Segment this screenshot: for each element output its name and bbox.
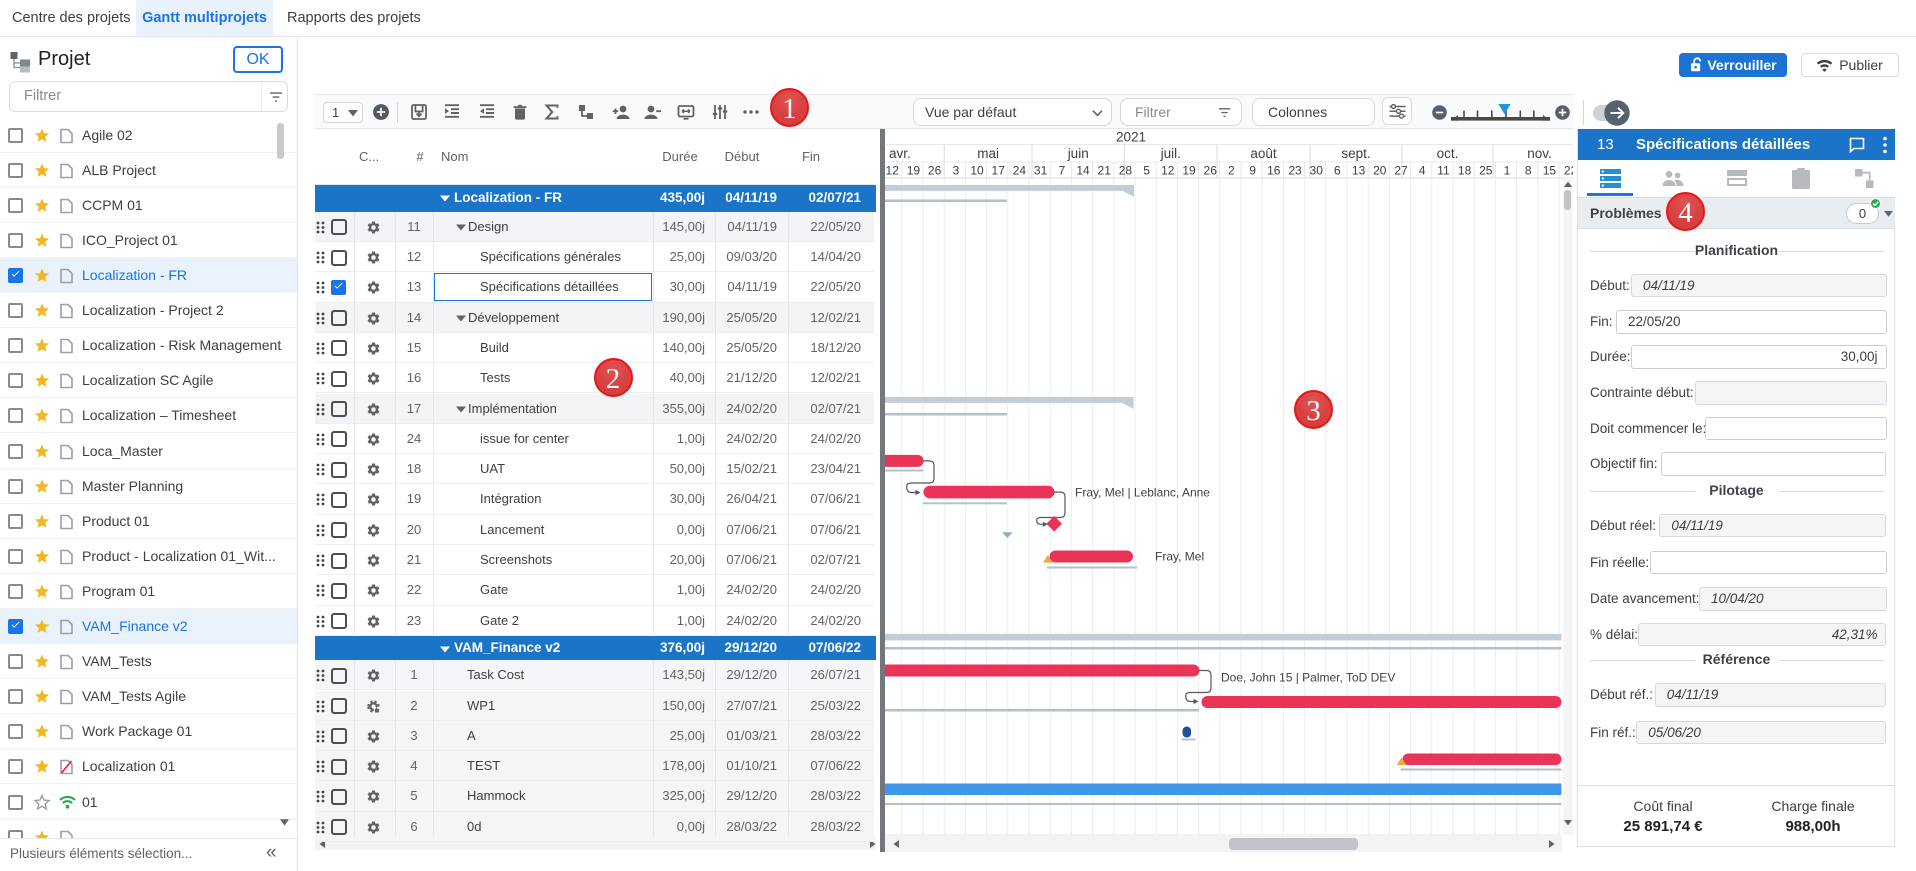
svg-text:21: 21 xyxy=(1098,164,1112,178)
svg-text:18: 18 xyxy=(1458,164,1472,178)
svg-text:oct.: oct. xyxy=(1437,146,1459,161)
svg-text:19: 19 xyxy=(907,164,921,178)
svg-text:19: 19 xyxy=(1182,164,1196,178)
svg-text:12: 12 xyxy=(886,164,900,178)
svg-text:10: 10 xyxy=(970,164,984,178)
svg-text:juin: juin xyxy=(1067,146,1089,161)
svg-text:23: 23 xyxy=(1288,164,1302,178)
svg-text:Fray, Mel | Leblanc, Anne: Fray, Mel | Leblanc, Anne xyxy=(1075,486,1210,500)
svg-text:7: 7 xyxy=(1058,164,1065,178)
svg-text:28: 28 xyxy=(1119,164,1133,178)
svg-text:nov.: nov. xyxy=(1527,146,1552,161)
svg-text:mai: mai xyxy=(977,146,999,161)
svg-text:juil.: juil. xyxy=(1160,146,1181,161)
svg-text:26: 26 xyxy=(928,164,942,178)
svg-text:5: 5 xyxy=(1143,164,1150,178)
svg-text:25: 25 xyxy=(1479,164,1493,178)
svg-text:6: 6 xyxy=(1334,164,1341,178)
svg-text:30: 30 xyxy=(1310,164,1324,178)
svg-text:15: 15 xyxy=(1543,164,1557,178)
svg-text:Fray, Mel: Fray, Mel xyxy=(1155,550,1204,564)
svg-text:2: 2 xyxy=(1228,164,1235,178)
svg-text:3: 3 xyxy=(952,164,959,178)
svg-text:26: 26 xyxy=(1204,164,1218,178)
svg-text:1: 1 xyxy=(1504,164,1511,178)
svg-text:16: 16 xyxy=(1267,164,1281,178)
svg-text:27: 27 xyxy=(1394,164,1408,178)
svg-text:22: 22 xyxy=(1564,164,1573,178)
svg-text:2021: 2021 xyxy=(1116,130,1146,145)
svg-text:24: 24 xyxy=(1013,164,1027,178)
svg-text:12: 12 xyxy=(1161,164,1175,178)
svg-text:8: 8 xyxy=(1525,164,1532,178)
svg-text:4: 4 xyxy=(1419,164,1426,178)
svg-text:sept.: sept. xyxy=(1341,146,1370,161)
svg-text:20: 20 xyxy=(1373,164,1387,178)
svg-text:17: 17 xyxy=(992,164,1006,178)
svg-text:9: 9 xyxy=(1249,164,1256,178)
svg-text:31: 31 xyxy=(1034,164,1048,178)
svg-text:13: 13 xyxy=(1352,164,1366,178)
svg-text:août: août xyxy=(1250,146,1277,161)
svg-text:14: 14 xyxy=(1076,164,1090,178)
svg-text:avr.: avr. xyxy=(889,146,911,161)
svg-text:Doe, John 15 | Palmer, ToD DEV: Doe, John 15 | Palmer, ToD DEV xyxy=(1221,671,1395,685)
svg-text:11: 11 xyxy=(1437,164,1450,178)
